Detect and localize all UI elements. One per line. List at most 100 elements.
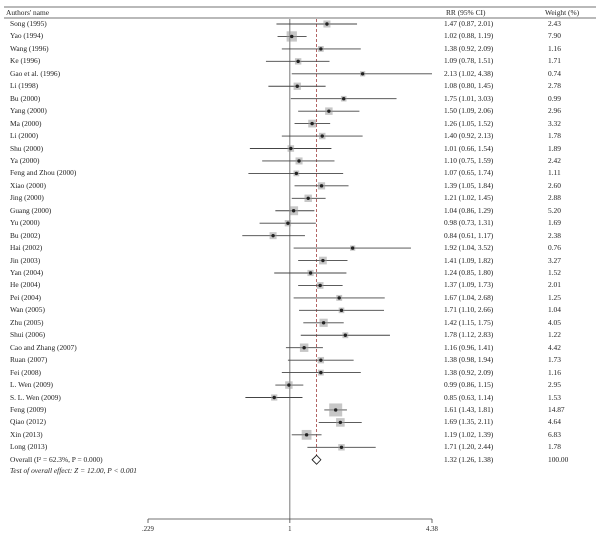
- study-point: [327, 109, 331, 113]
- study-name: Cao and Zhang (2007): [10, 342, 77, 352]
- study-point: [291, 209, 296, 213]
- overall-effect-test: Test of overall effect: Z = 12.00, P < 0…: [10, 465, 137, 475]
- study-point: [320, 134, 324, 138]
- study-rr-ci: 1.24 (0.85, 1.80): [444, 268, 494, 277]
- study-weight: 1.69: [548, 218, 561, 228]
- study-name: Xin (2013): [10, 429, 43, 439]
- study-weight: 2.96: [548, 106, 561, 116]
- study-rr-ci: 1.21 (1.02, 1.45): [444, 193, 494, 203]
- study-name: Xiao (2000): [10, 180, 46, 190]
- overall-label: Overall (I² = 62.3%, P = 0.000): [10, 454, 103, 464]
- study-name: Feng and Zhou (2000): [10, 168, 77, 178]
- study-name: Ma (2000): [10, 118, 42, 128]
- study-point: [294, 171, 299, 176]
- study-weight: 6.83: [548, 429, 561, 439]
- study-weight: 4.42: [548, 342, 561, 352]
- study-point: [290, 34, 294, 39]
- study-rr-ci: 1.41 (1.09, 1.82): [444, 255, 494, 265]
- study-rr-ci: 1.92 (1.04, 3.52): [444, 243, 494, 253]
- study-point: [318, 283, 322, 288]
- study-weight: 0.76: [548, 243, 561, 253]
- study-weight: 2.01: [548, 280, 561, 290]
- study-name: Hai (2002): [10, 243, 43, 253]
- study-weight: 1.53: [548, 392, 561, 402]
- study-name: S. L. Wen (2009): [10, 392, 61, 402]
- study-name: Jin (2003): [10, 255, 41, 265]
- study-point: [304, 433, 309, 437]
- study-rr-ci: 1.78 (1.12, 2.83): [444, 330, 494, 340]
- study-name: Fei (2008): [10, 367, 41, 377]
- study-point: [289, 146, 293, 151]
- x-tick-label: 4.38: [426, 526, 438, 533]
- study-point: [296, 59, 300, 64]
- study-rr-ci: 0.98 (0.73, 1.31): [444, 218, 494, 228]
- study-weight: 1.16: [548, 43, 561, 53]
- study-name: Ruan (2007): [10, 355, 48, 365]
- study-name: Li (2000): [10, 131, 39, 141]
- study-point: [287, 383, 291, 387]
- study-rr-ci: 1.71 (1.10, 2.66): [444, 305, 494, 315]
- study-rr-ci: 1.16 (0.96, 1.41): [444, 342, 494, 352]
- study-name: L. Wen (2009): [10, 380, 53, 390]
- x-tick-label: 1: [288, 526, 292, 533]
- study-weight: 1.16: [548, 367, 561, 377]
- overall-weight: 100.00: [548, 454, 569, 464]
- study-name: Ke (1996): [10, 56, 41, 66]
- study-name: Li (1998): [10, 81, 39, 91]
- study-weight: 4.64: [548, 417, 561, 427]
- study-point: [306, 196, 310, 200]
- study-rr-ci: 0.99 (0.86, 1.15): [444, 380, 494, 390]
- study-point: [319, 358, 323, 362]
- header-weight: Weight (%): [545, 8, 580, 17]
- study-weight: 2.42: [548, 155, 561, 165]
- study-point: [360, 72, 365, 76]
- study-point: [325, 22, 329, 26]
- study-name: Ya (2000): [10, 155, 40, 165]
- study-rr-ci: 1.08 (0.80, 1.45): [444, 81, 494, 91]
- study-name: Gao et al. (1996): [10, 68, 61, 78]
- study-name: Wang (1996): [10, 43, 49, 53]
- study-weight: 2.38: [548, 230, 561, 240]
- study-point: [337, 296, 341, 300]
- study-name: Yan (2004): [10, 268, 44, 277]
- study-weight: 0.74: [548, 68, 561, 78]
- study-point: [272, 395, 276, 400]
- study-weight: 1.73: [548, 355, 561, 365]
- study-point: [342, 97, 346, 101]
- study-point: [319, 47, 323, 51]
- study-name: Jing (2000): [10, 193, 44, 203]
- study-rr-ci: 0.84 (0.61, 1.17): [444, 230, 494, 240]
- study-point: [295, 84, 299, 88]
- study-rr-ci: 1.50 (1.09, 2.06): [444, 106, 494, 116]
- study-name: Song (1995): [10, 19, 47, 28]
- study-rr-ci: 1.02 (0.88, 1.19): [444, 31, 494, 41]
- study-weight: 2.88: [548, 193, 561, 203]
- study-rr-ci: 1.67 (1.04, 2.68): [444, 292, 494, 302]
- study-name: Bu (2002): [10, 230, 41, 240]
- study-name: Zhu (2005): [10, 317, 44, 327]
- study-weight: 5.20: [548, 205, 561, 215]
- study-point: [350, 246, 355, 250]
- study-name: Feng (2009): [10, 404, 47, 414]
- study-name: Pei (2004): [10, 292, 41, 302]
- study-rr-ci: 1.40 (0.92, 2.13): [444, 131, 494, 141]
- study-rr-ci: 1.04 (0.86, 1.29): [444, 205, 494, 215]
- study-weight: 2.60: [548, 180, 561, 190]
- study-point: [319, 184, 324, 188]
- header-authors: Authors' name: [6, 8, 49, 17]
- study-weight: 1.89: [548, 143, 561, 153]
- study-name: Shu (2000): [10, 143, 44, 153]
- study-rr-ci: 1.26 (1.05, 1.52): [444, 118, 494, 128]
- study-point: [286, 221, 290, 225]
- study-weight: 1.25: [548, 292, 561, 302]
- overall-diamond: [311, 454, 322, 465]
- study-rr-ci: 1.61 (1.43, 1.81): [444, 404, 494, 414]
- study-point: [343, 333, 348, 337]
- study-rr-ci: 1.42 (1.15, 1.75): [444, 317, 494, 327]
- study-rr-ci: 1.38 (0.98, 1.94): [444, 355, 494, 365]
- study-rr-ci: 1.07 (0.65, 1.74): [444, 168, 494, 178]
- study-weight: 1.52: [548, 268, 561, 277]
- study-weight: 2.43: [548, 19, 561, 28]
